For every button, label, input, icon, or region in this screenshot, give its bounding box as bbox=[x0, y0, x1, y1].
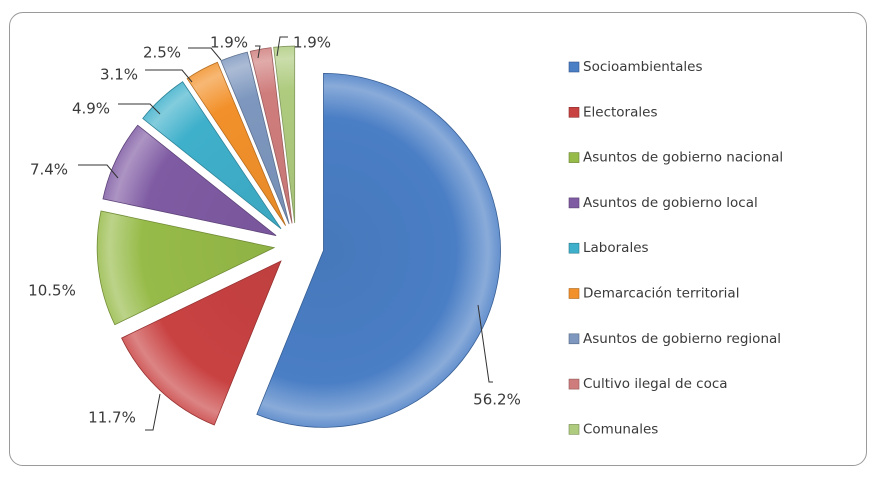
legend-swatch-demarcacion-territorial bbox=[568, 288, 580, 299]
leader-line-demarcacion-territorial bbox=[145, 69, 193, 83]
legend-swatch-asuntos-de-gobierno-nacional bbox=[568, 152, 580, 163]
data-label-demarcacion-territorial: 3.1% bbox=[100, 66, 138, 84]
slice-asuntos-de-gobierno-local bbox=[102, 124, 277, 237]
slice-socioambientales bbox=[256, 72, 501, 428]
legend-swatch-asuntos-de-gobierno-local bbox=[568, 197, 580, 209]
leader-line-laborales bbox=[118, 103, 161, 115]
data-label-cultivo-ilegal-de-coca: 1.9% bbox=[210, 34, 248, 52]
data-label-electorales: 11.7% bbox=[88, 409, 136, 427]
data-label-asuntos-de-gobierno-local: 7.4% bbox=[30, 161, 68, 179]
data-label-laborales: 4.9% bbox=[72, 100, 110, 118]
legend-swatch-electorales bbox=[568, 107, 580, 118]
legend-swatch-cultivo-ilegal-de-coca bbox=[568, 378, 580, 390]
leader-line-socioambientales bbox=[477, 304, 493, 383]
data-label-asuntos-de-gobierno-nacional: 10.5% bbox=[28, 282, 76, 300]
legend-swatch-laborales bbox=[568, 242, 580, 254]
leader-line-electorales bbox=[145, 393, 161, 431]
legend-label-socioambientales: Socioambientales bbox=[583, 59, 703, 75]
slice-laborales bbox=[142, 81, 282, 230]
legend-label-cultivo-ilegal-de-coca: Cultivo ilegal de coca bbox=[583, 376, 728, 392]
leader-line-asuntos-de-gobierno-regional bbox=[188, 47, 222, 61]
slice-asuntos-de-gobierno-regional bbox=[220, 51, 290, 225]
leader-line-comunales bbox=[276, 36, 288, 57]
slice-demarcacion-territorial bbox=[186, 61, 286, 226]
slice-asuntos-de-gobierno-nacional bbox=[96, 210, 276, 326]
legend-label-demarcacion-territorial: Demarcación territorial bbox=[583, 286, 739, 302]
data-label-comunales: 1.9% bbox=[293, 34, 331, 52]
pie-slices bbox=[96, 45, 501, 428]
legend-swatch-asuntos-de-gobierno-regional bbox=[568, 333, 580, 345]
legend-label-asuntos-de-gobierno-local: Asuntos de gobierno local bbox=[583, 195, 758, 211]
slice-electorales bbox=[121, 260, 282, 426]
data-labels: 56.2% 11.7% 10.5% 7.4% 4.9% 3.1% 2.5% 1.9% 1.9% bbox=[28, 34, 521, 427]
leader-line-cultivo-ilegal-de-coca bbox=[255, 45, 261, 59]
legend-label-asuntos-de-gobierno-regional: Asuntos de gobierno regional bbox=[583, 331, 781, 347]
data-label-socioambientales: 56.2% bbox=[473, 391, 521, 409]
data-label-asuntos-de-gobierno-regional: 2.5% bbox=[143, 44, 181, 62]
leader-lines bbox=[78, 36, 493, 431]
legend-label-electorales: Electorales bbox=[583, 104, 657, 120]
slice-cultivo-ilegal-de-coca bbox=[249, 47, 293, 224]
legend-swatch-comunales bbox=[568, 424, 580, 435]
leader-line-asuntos-de-gobierno-local bbox=[78, 164, 119, 179]
legend-label-laborales: Laborales bbox=[583, 240, 649, 256]
legend-label-comunales: Comunales bbox=[583, 421, 658, 437]
legend: Socioambientales Electorales Asuntos de go… bbox=[568, 59, 783, 437]
legend-label-asuntos-de-gobierno-nacional: Asuntos de gobierno nacional bbox=[583, 150, 783, 166]
legend-swatch-socioambientales bbox=[568, 61, 580, 73]
slice-comunales bbox=[273, 45, 296, 224]
